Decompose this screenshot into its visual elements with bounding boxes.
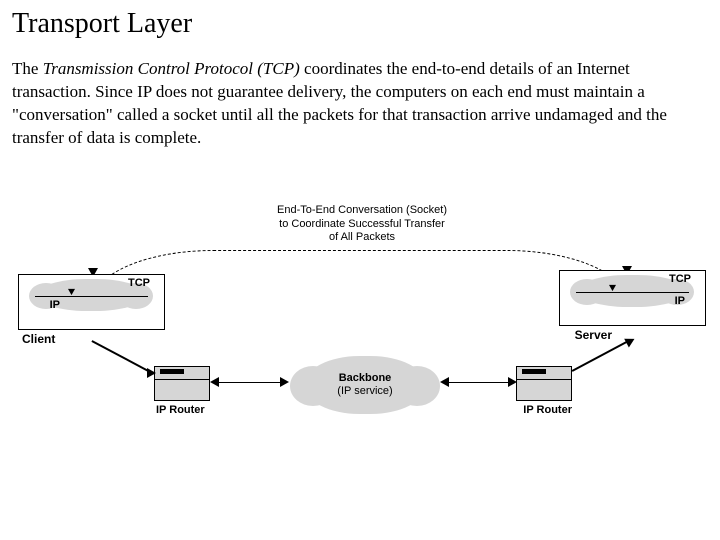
server-divider — [576, 292, 689, 293]
link-rrouter-server-head — [624, 334, 637, 347]
socket-label-line3: of All Packets — [329, 231, 395, 243]
link-client-router — [92, 340, 155, 374]
client-protocol-box: TCP IP — [18, 274, 165, 330]
backbone-label: Backbone (IP service) — [337, 372, 392, 398]
server-protocol-box: TCP IP — [559, 270, 706, 326]
server-label: Server — [575, 328, 612, 342]
ip-router-right — [516, 366, 570, 400]
backbone-line2: (IP service) — [337, 385, 392, 397]
socket-label-line2: to Coordinate Successful Transfer — [279, 218, 445, 230]
ip-router-right-label: IP Router — [523, 404, 572, 416]
link-lrouter-backbone-head2 — [280, 377, 289, 387]
server-tcp-arrow — [609, 285, 616, 291]
client-tcp-label: TCP — [128, 277, 150, 289]
link-lrouter-backbone-head1 — [210, 377, 219, 387]
page-title: Transport Layer — [12, 8, 708, 40]
client-label: Client — [22, 332, 55, 346]
intro-paragraph: The Transmission Control Protocol (TCP) … — [12, 58, 708, 150]
backbone-line1: Backbone — [339, 372, 392, 384]
ip-router-left — [154, 366, 208, 400]
socket-label-line1: End-To-End Conversation (Socket) — [277, 204, 447, 216]
tcp-ip-diagram: End-To-End Conversation (Socket) to Coor… — [12, 210, 712, 440]
link-backbone-rrouter — [444, 382, 510, 384]
para-prefix: The — [12, 59, 43, 78]
client-tcp-arrow — [68, 289, 75, 295]
socket-arc — [92, 250, 628, 303]
link-rrouter-server — [572, 340, 629, 371]
backbone-cloud: Backbone (IP service) — [304, 356, 426, 414]
link-backbone-rrouter-head1 — [440, 377, 449, 387]
client-divider — [35, 296, 148, 297]
link-lrouter-backbone — [212, 382, 282, 384]
tcp-term: Transmission Control Protocol (TCP) — [43, 59, 300, 78]
server-tcp-label: TCP — [669, 273, 691, 285]
link-backbone-rrouter-head2 — [508, 377, 517, 387]
client-ip-label: IP — [50, 299, 60, 311]
link-client-router-head — [147, 368, 156, 378]
socket-label: End-To-End Conversation (Socket) to Coor… — [277, 204, 447, 245]
ip-router-left-label: IP Router — [156, 404, 205, 416]
server-ip-label: IP — [675, 295, 685, 307]
